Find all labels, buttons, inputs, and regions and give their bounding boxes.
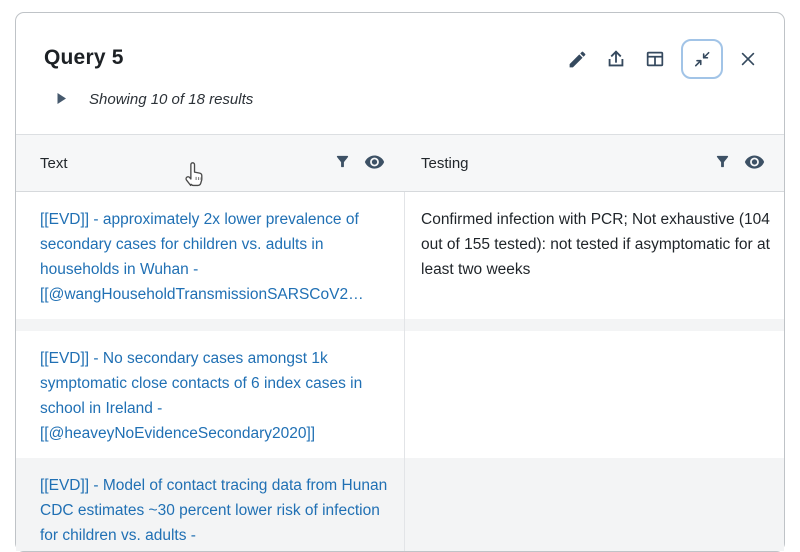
results-summary-text: Showing 10 of 18 results (89, 91, 254, 108)
column-label: Testing (421, 154, 469, 172)
evidence-link[interactable]: [[EVD]] - No secondary cases amongst 1k … (40, 350, 363, 442)
close-icon (738, 49, 758, 69)
column-header-text[interactable]: Text (16, 135, 404, 191)
close-button[interactable] (736, 47, 760, 71)
table-row: [[EVD]] - No secondary cases amongst 1k … (16, 331, 784, 458)
filter-funnel-icon (714, 153, 731, 173)
collapse-icon (692, 49, 712, 69)
testing-cell: Confirmed infection with PCR; Not exhaus… (404, 192, 784, 319)
results-summary-row: Showing 10 of 18 results (56, 91, 253, 108)
export-button[interactable] (603, 46, 629, 72)
table-header: Text Testing (16, 134, 784, 192)
table-row: [[EVD]] - approximately 2x lower prevale… (16, 192, 784, 319)
filter-funnel-icon (334, 153, 351, 173)
filter-button[interactable] (714, 153, 731, 173)
column-label: Text (40, 154, 68, 172)
eye-icon (364, 154, 385, 173)
upload-icon (605, 48, 627, 70)
visibility-button[interactable] (744, 154, 765, 173)
edit-button[interactable] (565, 47, 590, 72)
panel-header: Query 5 (16, 13, 784, 89)
testing-value: Confirmed infection with PCR; Not exhaus… (421, 211, 770, 278)
triangle-right-icon (56, 92, 67, 108)
testing-cell (404, 458, 784, 551)
query-panel: Query 5 (15, 12, 785, 552)
text-cell: [[EVD]] - Model of contact tracing data … (16, 458, 404, 551)
text-cell: [[EVD]] - No secondary cases amongst 1k … (16, 331, 404, 458)
column-header-icons (334, 153, 385, 173)
column-divider (404, 192, 405, 551)
testing-cell (404, 331, 784, 458)
text-cell: [[EVD]] - approximately 2x lower prevale… (16, 192, 404, 319)
filter-button[interactable] (334, 153, 351, 173)
evidence-link[interactable]: [[EVD]] - Model of contact tracing data … (40, 477, 388, 544)
collapse-button[interactable] (681, 39, 723, 79)
pencil-icon (567, 49, 588, 70)
panel-toolbar (565, 39, 760, 79)
columns-button[interactable] (642, 46, 668, 72)
visibility-button[interactable] (364, 154, 385, 173)
evidence-link[interactable]: [[EVD]] - approximately 2x lower prevale… (40, 211, 364, 303)
table-row: [[EVD]] - Model of contact tracing data … (16, 458, 784, 551)
table-columns-icon (644, 48, 666, 70)
column-header-icons (714, 153, 765, 173)
column-header-testing[interactable]: Testing (404, 135, 784, 191)
expand-results-toggle[interactable] (56, 92, 67, 108)
table-body: [[EVD]] - approximately 2x lower prevale… (16, 192, 784, 551)
page-title: Query 5 (44, 46, 124, 69)
eye-icon (744, 154, 765, 173)
